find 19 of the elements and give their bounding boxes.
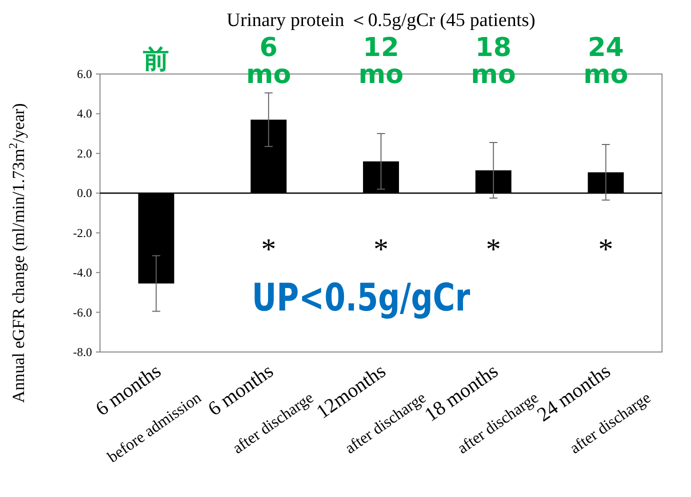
annotation: * [261,232,276,266]
annotation: 24 mo [583,33,628,90]
annotation: * [374,232,388,266]
annotation: 18 mo [470,33,516,90]
y-tick-label: -2.0 [73,226,92,240]
annotation: 12 mo [358,33,404,90]
y-tick-label: -6.0 [73,305,92,320]
y-tick-label: -8.0 [73,345,92,359]
annotation: 6 mo [246,33,292,90]
annotation: * [598,232,614,266]
annotation: UP<0.5g/gCr [252,276,470,320]
annotation: * [486,232,501,266]
y-tick-label: 4.0 [77,106,92,121]
y-tick-label: 0.0 [77,186,92,200]
y-tick-label: 6.0 [77,67,92,81]
chart-title: Urinary protein ＜0.5g/gCr (45 patients) [226,10,536,31]
y-tick-label: -4.0 [73,266,92,280]
y-tick-label: 2.0 [77,146,92,160]
annotation: 前 [142,45,170,75]
